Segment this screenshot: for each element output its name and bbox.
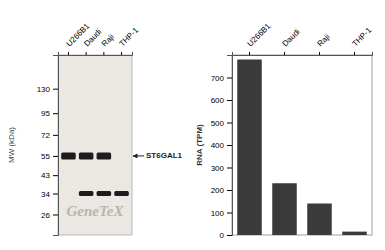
blot-panel: GeneTeX ST6GAL1 130 95 72 55 43 34 26 U266B1Daudi… [7,21,182,235]
tick: Daudi [281,27,302,55]
bar [307,204,332,236]
tick-mark [284,52,285,55]
plot-frame [232,55,372,235]
tick-label: THP-1 [351,25,374,48]
tick-label: 400 [211,141,225,150]
tick: 600 [211,96,232,105]
tick-label: 300 [211,164,225,173]
bar-panel: 0 100 200 300 400 500 600 700 U266B1 Daudi Raji THP… [195,21,374,240]
tick: 500 [211,119,232,128]
axis-line [233,52,373,56]
bar [237,60,262,236]
tick: 95 [41,109,58,118]
tick: 200 [211,186,232,195]
tick-mark [227,78,232,79]
tick-mark [227,145,232,146]
band [97,191,112,196]
axis: 0 100 200 300 400 500 600 700 [211,56,233,241]
bar [342,232,367,235]
tick-label: 0 [220,231,225,240]
tick-label: 43 [41,171,50,180]
tick-mark [227,213,232,214]
tick: 0 [220,231,232,240]
tick-label: 100 [211,209,225,218]
tick: 100 [211,209,232,218]
tick: 26 [41,211,58,220]
tick-mark [53,214,58,215]
tick-mark [53,89,58,90]
tick-label: U266B1 [246,21,273,48]
axis-line [59,52,133,56]
tick-mark [319,52,320,55]
tick-mark [53,135,58,136]
tick-label: Raji [316,32,332,48]
band-label: ST6GAL1 [146,151,183,160]
tick-mark [249,52,250,55]
tick-label: 700 [211,74,225,83]
tick: 300 [211,164,232,173]
tick-mark [53,175,58,176]
band [79,152,94,159]
axis: U266B1DaudiRajiTHP-1 [59,21,141,55]
tick-mark [227,123,232,124]
band [114,191,129,196]
tick-mark [121,52,122,55]
tick: 400 [211,141,232,150]
bars [237,60,367,236]
tick-mark [354,52,355,55]
tick-mark [53,194,58,195]
tick-label: Raji [100,32,116,48]
tick-mark [227,168,232,169]
tick: 130 [37,85,58,94]
tick-mark [53,156,58,157]
gel [58,55,132,235]
axis-title: MW (kDa) [7,127,16,163]
tick: THP-1 [351,25,374,55]
tick-label: 26 [41,211,50,220]
tick-label: 200 [211,186,225,195]
axis: 130 95 72 55 43 34 26 [37,56,59,236]
tick-label: 500 [211,119,225,128]
tick-label: 130 [37,85,51,94]
tick: Raji [316,32,332,55]
tick-label: 95 [41,109,50,118]
tick: 43 [41,171,58,180]
tick-label: 72 [41,131,50,140]
tick: 34 [41,190,58,199]
tick-mark [53,113,58,114]
tick: 72 [41,131,58,140]
axis-line [53,56,59,236]
tick: 55 [41,152,58,161]
tick-label: 34 [41,190,50,199]
tick-label: Daudi [82,27,103,48]
axis: U266B1 Daudi Raji THP-1 [233,21,374,55]
tick-mark [68,52,69,55]
figure: GeneTeX ST6GAL1 130 95 72 55 43 34 26 U266B1 Daudi… [0,0,385,250]
tick-mark [86,52,87,55]
tick-mark [227,100,232,101]
annotation-arrow [133,155,144,156]
tick-label: THP-1 [118,25,141,48]
axis-line [227,56,233,236]
tick-mark [103,52,104,55]
tick-label: 600 [211,96,225,105]
tick: U266B1 [246,21,273,55]
axis-title: RNA (TPM) [195,124,204,166]
tick: 700 [211,74,232,83]
tick-mark [227,235,232,236]
watermark: GeneTeX [67,203,125,219]
band [61,152,76,159]
tick-mark [227,190,232,191]
tick-label: Daudi [281,27,302,48]
tick: Raji [100,32,116,55]
bands [61,152,129,196]
tick: THP-1 [118,25,141,55]
band [79,191,94,196]
bar [272,183,297,235]
band [97,152,112,159]
tick-label: 55 [41,152,50,161]
